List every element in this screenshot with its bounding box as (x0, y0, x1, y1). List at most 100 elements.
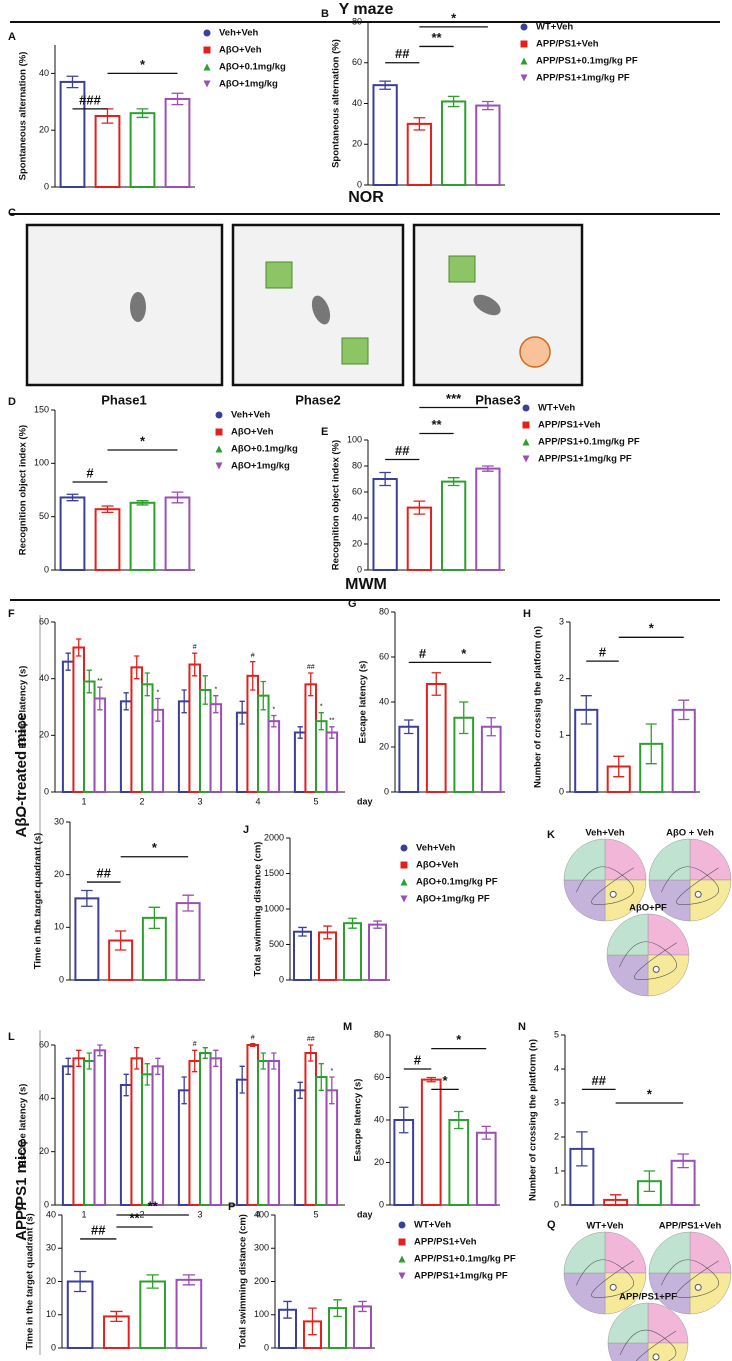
legend-marker (398, 1255, 406, 1263)
legend-marker (522, 455, 530, 463)
significance-label: ** (329, 718, 335, 725)
y-tick-label: 100 (347, 434, 362, 444)
track-label: AβO + Veh (666, 828, 714, 839)
panel-letter: J (243, 824, 249, 836)
swim-path (576, 866, 634, 905)
y-tick-label: 10 (54, 922, 64, 932)
pool-quadrant (648, 879, 691, 922)
pool-quadrant (607, 1342, 649, 1361)
error-bar (73, 1270, 87, 1293)
y-tick-label: 1000 (264, 903, 284, 913)
significance-label: # (251, 653, 255, 660)
error-bar (297, 1081, 303, 1099)
panel-letter: A (8, 31, 16, 43)
legend-marker (398, 1272, 406, 1280)
pool-quadrant (689, 1231, 732, 1274)
y-tick-label: 0 (59, 974, 64, 984)
error-bar (459, 701, 469, 735)
y-tick-label: 2 (559, 673, 564, 683)
legend-label: APP/PS1+Veh (414, 1237, 477, 1248)
error-bar (318, 712, 324, 731)
swim-path (619, 1329, 677, 1361)
panel-letter: I (23, 808, 26, 820)
pool-quadrant (606, 954, 649, 997)
significance-label: ## (307, 664, 315, 671)
y-tick-label: 80 (352, 460, 362, 470)
y-axis-label: Total swimming distance (cm) (238, 1214, 249, 1349)
error-bar (260, 680, 266, 711)
significance-label: ** (129, 1210, 140, 1225)
swim-path (576, 1259, 634, 1298)
bar (188, 663, 201, 793)
panel-letter: G (348, 598, 357, 610)
error-bar (298, 926, 307, 937)
error-bar (413, 117, 426, 131)
error-bar (482, 100, 494, 111)
platform (609, 890, 617, 898)
legend-label: Veh+Veh (231, 410, 271, 421)
bar (61, 1065, 75, 1207)
legend-label: APP/PS1+1mg/kg PF (538, 454, 632, 465)
error-bar (76, 1049, 82, 1067)
panel-letter: O (15, 1201, 24, 1213)
error-bar (447, 477, 460, 487)
y-tick-label: 40 (352, 98, 362, 108)
pool-quadrant (648, 1272, 691, 1315)
bar (343, 922, 362, 982)
error-bar (155, 697, 161, 722)
y-tick-label: 0 (51, 1342, 56, 1352)
y-tick-label: 40 (379, 696, 389, 706)
significance-label: ** (431, 417, 442, 432)
x-tick-label: 1 (81, 796, 86, 806)
y-tick-label: 3 (559, 616, 564, 626)
panel-letter: K (547, 829, 555, 841)
pool-quadrant (647, 913, 690, 956)
error-bar (110, 1310, 123, 1323)
legend-marker (215, 411, 223, 419)
significance-label: * (456, 1032, 462, 1047)
y-tick-label: 30 (46, 1243, 56, 1253)
bar (164, 97, 191, 188)
error-bar (308, 672, 314, 697)
bar (257, 1060, 270, 1206)
significance-label: * (451, 10, 457, 25)
bar (83, 1060, 96, 1206)
error-bar (379, 80, 391, 90)
legend-marker (522, 438, 530, 446)
y-tick-label: 20 (54, 869, 64, 879)
y-tick-label: 10 (46, 1309, 56, 1319)
pool-quadrant (563, 1272, 606, 1315)
legend-marker (400, 844, 408, 852)
legend-label: AβO+Veh (219, 45, 262, 56)
pool-quadrant (604, 838, 647, 881)
bar (66, 1280, 94, 1349)
error-bar (97, 686, 103, 711)
error-bar (260, 1052, 266, 1070)
error-bar (329, 726, 335, 739)
y-tick-label: 60 (352, 57, 362, 67)
y-tick-label: 0 (559, 786, 564, 796)
y-tick-label: 300 (254, 1243, 269, 1253)
panel-letter: E (321, 426, 328, 438)
error-bar (447, 95, 460, 108)
legend-marker (398, 1221, 406, 1229)
legend-marker (203, 29, 211, 37)
error-bar (213, 1049, 219, 1067)
y-tick-label: 40 (374, 1114, 384, 1124)
y-tick-label: 0 (384, 786, 389, 796)
y-tick-label: 80 (352, 16, 362, 26)
bar (209, 703, 223, 794)
bar (61, 660, 75, 794)
significance-label: ## (91, 1222, 106, 1237)
bar (199, 689, 212, 793)
error-bar (609, 1194, 622, 1206)
error-bar (645, 723, 657, 765)
legend-label: APP/PS1+0.1mg/kg PF (414, 1254, 516, 1265)
y-tick-label: 20 (39, 125, 49, 135)
error-bar (144, 1063, 150, 1086)
error-bar (66, 75, 79, 89)
bar (151, 708, 165, 793)
error-bar (348, 917, 357, 929)
error-bar (576, 1131, 588, 1167)
legend-marker (215, 428, 223, 436)
